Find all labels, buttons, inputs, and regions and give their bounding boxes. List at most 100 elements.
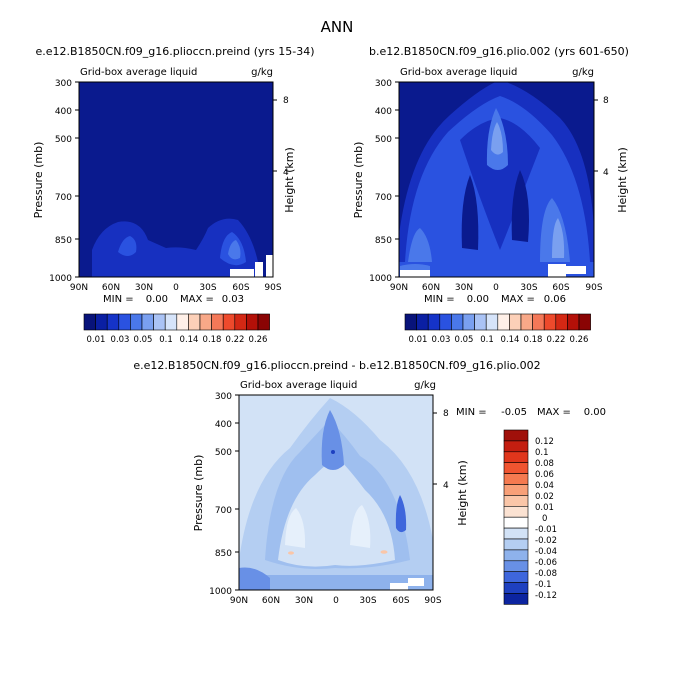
colorbar-swatch	[439, 313, 452, 331]
colorbar-swatch	[503, 571, 529, 583]
height-tick-label: 8	[283, 96, 289, 106]
y-tick-label: 700	[215, 506, 232, 516]
colorbar-label: 0.01	[409, 335, 428, 345]
panel-1-y-label: Pressure (mb)	[32, 142, 45, 219]
colorbar-swatch	[503, 593, 529, 605]
panel-3-contour-field	[239, 395, 433, 590]
colorbar-swatch	[234, 313, 247, 331]
colorbar-swatch	[503, 495, 529, 507]
colorbar-label: -0.06	[535, 558, 557, 568]
panel-2-y-axis: 300 400 500 700 850 1000	[369, 79, 399, 284]
x-tick-label: 60N	[262, 596, 280, 606]
colorbar-label: 0.18	[524, 335, 543, 345]
colorbar-label: 0.05	[134, 335, 153, 345]
panel-3-colorbar: 0.12 0.1 0.08 0.06 0.04 0.02 0.01 0 -0.0…	[503, 429, 557, 605]
panel-2-colorbar: 0.01 0.03 0.05 0.1 0.14 0.18 0.22 0.26	[404, 313, 591, 345]
colorbar-swatch	[503, 516, 529, 529]
colorbar-swatch	[141, 313, 154, 331]
panel-1-subtitle-right: g/kg	[251, 67, 273, 78]
panel-1-y-label-right: Height (km)	[283, 147, 296, 213]
colorbar-swatch	[164, 313, 178, 331]
colorbar-swatch	[427, 313, 441, 331]
colorbar-label: 0.08	[535, 459, 554, 469]
colorbar-swatch	[404, 313, 417, 331]
x-tick-label: 60N	[422, 283, 440, 293]
colorbar-swatch	[199, 313, 212, 331]
max-value: 0.00	[584, 407, 606, 418]
colorbar-label: 0.03	[432, 335, 451, 345]
y-tick-label: 500	[375, 135, 392, 145]
y-tick-label: 300	[215, 392, 232, 402]
panel-3-plot-frame	[238, 394, 434, 591]
panel-3-y-label: Pressure (mb)	[192, 455, 205, 532]
panel-3-stats: MIN = -0.05 MAX = 0.00	[456, 407, 606, 418]
colorbar-swatch	[503, 462, 529, 474]
panel-2: b.e12.B1850CN.f09_g16.plio.002 (yrs 601-…	[352, 45, 629, 345]
colorbar-label: 0.06	[535, 470, 554, 480]
x-tick-label: 60S	[232, 283, 249, 293]
panel-1: e.e12.B1850CN.f09_g16.plioccn.preind (yr…	[32, 45, 315, 345]
figure-title: ANN	[321, 18, 354, 36]
min-value: 0.00	[146, 294, 168, 305]
x-tick-label: 90N	[390, 283, 408, 293]
colorbar-label: 0.12	[535, 437, 554, 447]
panel-2-contour-field	[399, 82, 594, 277]
panel-1-plot-frame	[78, 81, 274, 278]
colorbar-swatch	[509, 313, 522, 331]
colorbar-swatch	[497, 313, 510, 331]
y-tick-label: 500	[55, 135, 72, 145]
x-tick-label: 90S	[264, 283, 281, 293]
panel-3-subtitle-right: g/kg	[414, 380, 436, 391]
colorbar-label: -0.08	[535, 569, 557, 579]
y-tick-label: 500	[215, 448, 232, 458]
colorbar-swatch	[503, 538, 529, 551]
y-tick-label: 850	[375, 236, 392, 246]
colorbar-label: 0.14	[501, 335, 520, 345]
min-label: MIN =	[424, 294, 455, 305]
colorbar-label: 0.14	[180, 335, 199, 345]
colorbar-swatch	[188, 313, 201, 331]
colorbar-swatch	[503, 429, 529, 442]
colorbar-label: 0.1	[480, 335, 494, 345]
colorbar-swatch	[503, 560, 529, 572]
y-tick-label: 1000	[369, 274, 392, 284]
panel-1-y-axis: 300 400 500 700 850 1000	[49, 79, 79, 284]
colorbar-swatch	[462, 313, 475, 331]
colorbar-swatch	[451, 313, 464, 331]
height-tick-label: 8	[443, 409, 449, 419]
panel-3-title: e.e12.B1850CN.f09_g16.plioccn.preind - b…	[133, 359, 540, 372]
y-tick-label: 300	[55, 79, 72, 89]
colorbar-label: 0.22	[226, 335, 245, 345]
colorbar-swatch	[503, 527, 529, 540]
height-tick-label: 4	[443, 481, 449, 491]
colorbar-swatch	[503, 549, 529, 562]
colorbar-swatch	[567, 313, 580, 331]
max-label: MAX =	[501, 294, 535, 305]
height-tick-label: 4	[603, 168, 609, 178]
panel-2-plot-frame	[398, 81, 595, 278]
colorbar-swatch	[503, 440, 529, 453]
colorbar-swatch	[257, 313, 270, 331]
colorbar-swatch	[95, 313, 108, 331]
colorbar-swatch	[543, 313, 557, 331]
x-tick-label: 0	[333, 596, 339, 606]
panel-2-y-label-right: Height (km)	[616, 147, 629, 213]
colorbar-swatch	[503, 505, 529, 518]
colorbar-label: -0.1	[535, 580, 552, 590]
colorbar-swatch	[520, 313, 533, 331]
colorbar-label: 0.05	[455, 335, 474, 345]
y-tick-label: 850	[215, 549, 232, 559]
x-tick-label: 30S	[520, 283, 537, 293]
x-tick-label: 30N	[135, 283, 153, 293]
colorbar-label: 0.1	[159, 335, 173, 345]
panel-3-y-axis: 300 400 500 700 850 1000	[209, 392, 239, 597]
colorbar-swatch	[416, 313, 429, 331]
colorbar-label: -0.12	[535, 591, 557, 601]
colorbar-swatch	[474, 313, 487, 331]
panel-3-right-axis: 8 4	[433, 409, 449, 491]
x-tick-label: 90N	[230, 596, 248, 606]
y-tick-label: 1000	[209, 587, 232, 597]
colorbar-label: -0.02	[535, 536, 557, 546]
height-tick-label: 4	[283, 168, 289, 178]
panel-3-subtitle-left: Grid-box average liquid	[240, 380, 357, 391]
